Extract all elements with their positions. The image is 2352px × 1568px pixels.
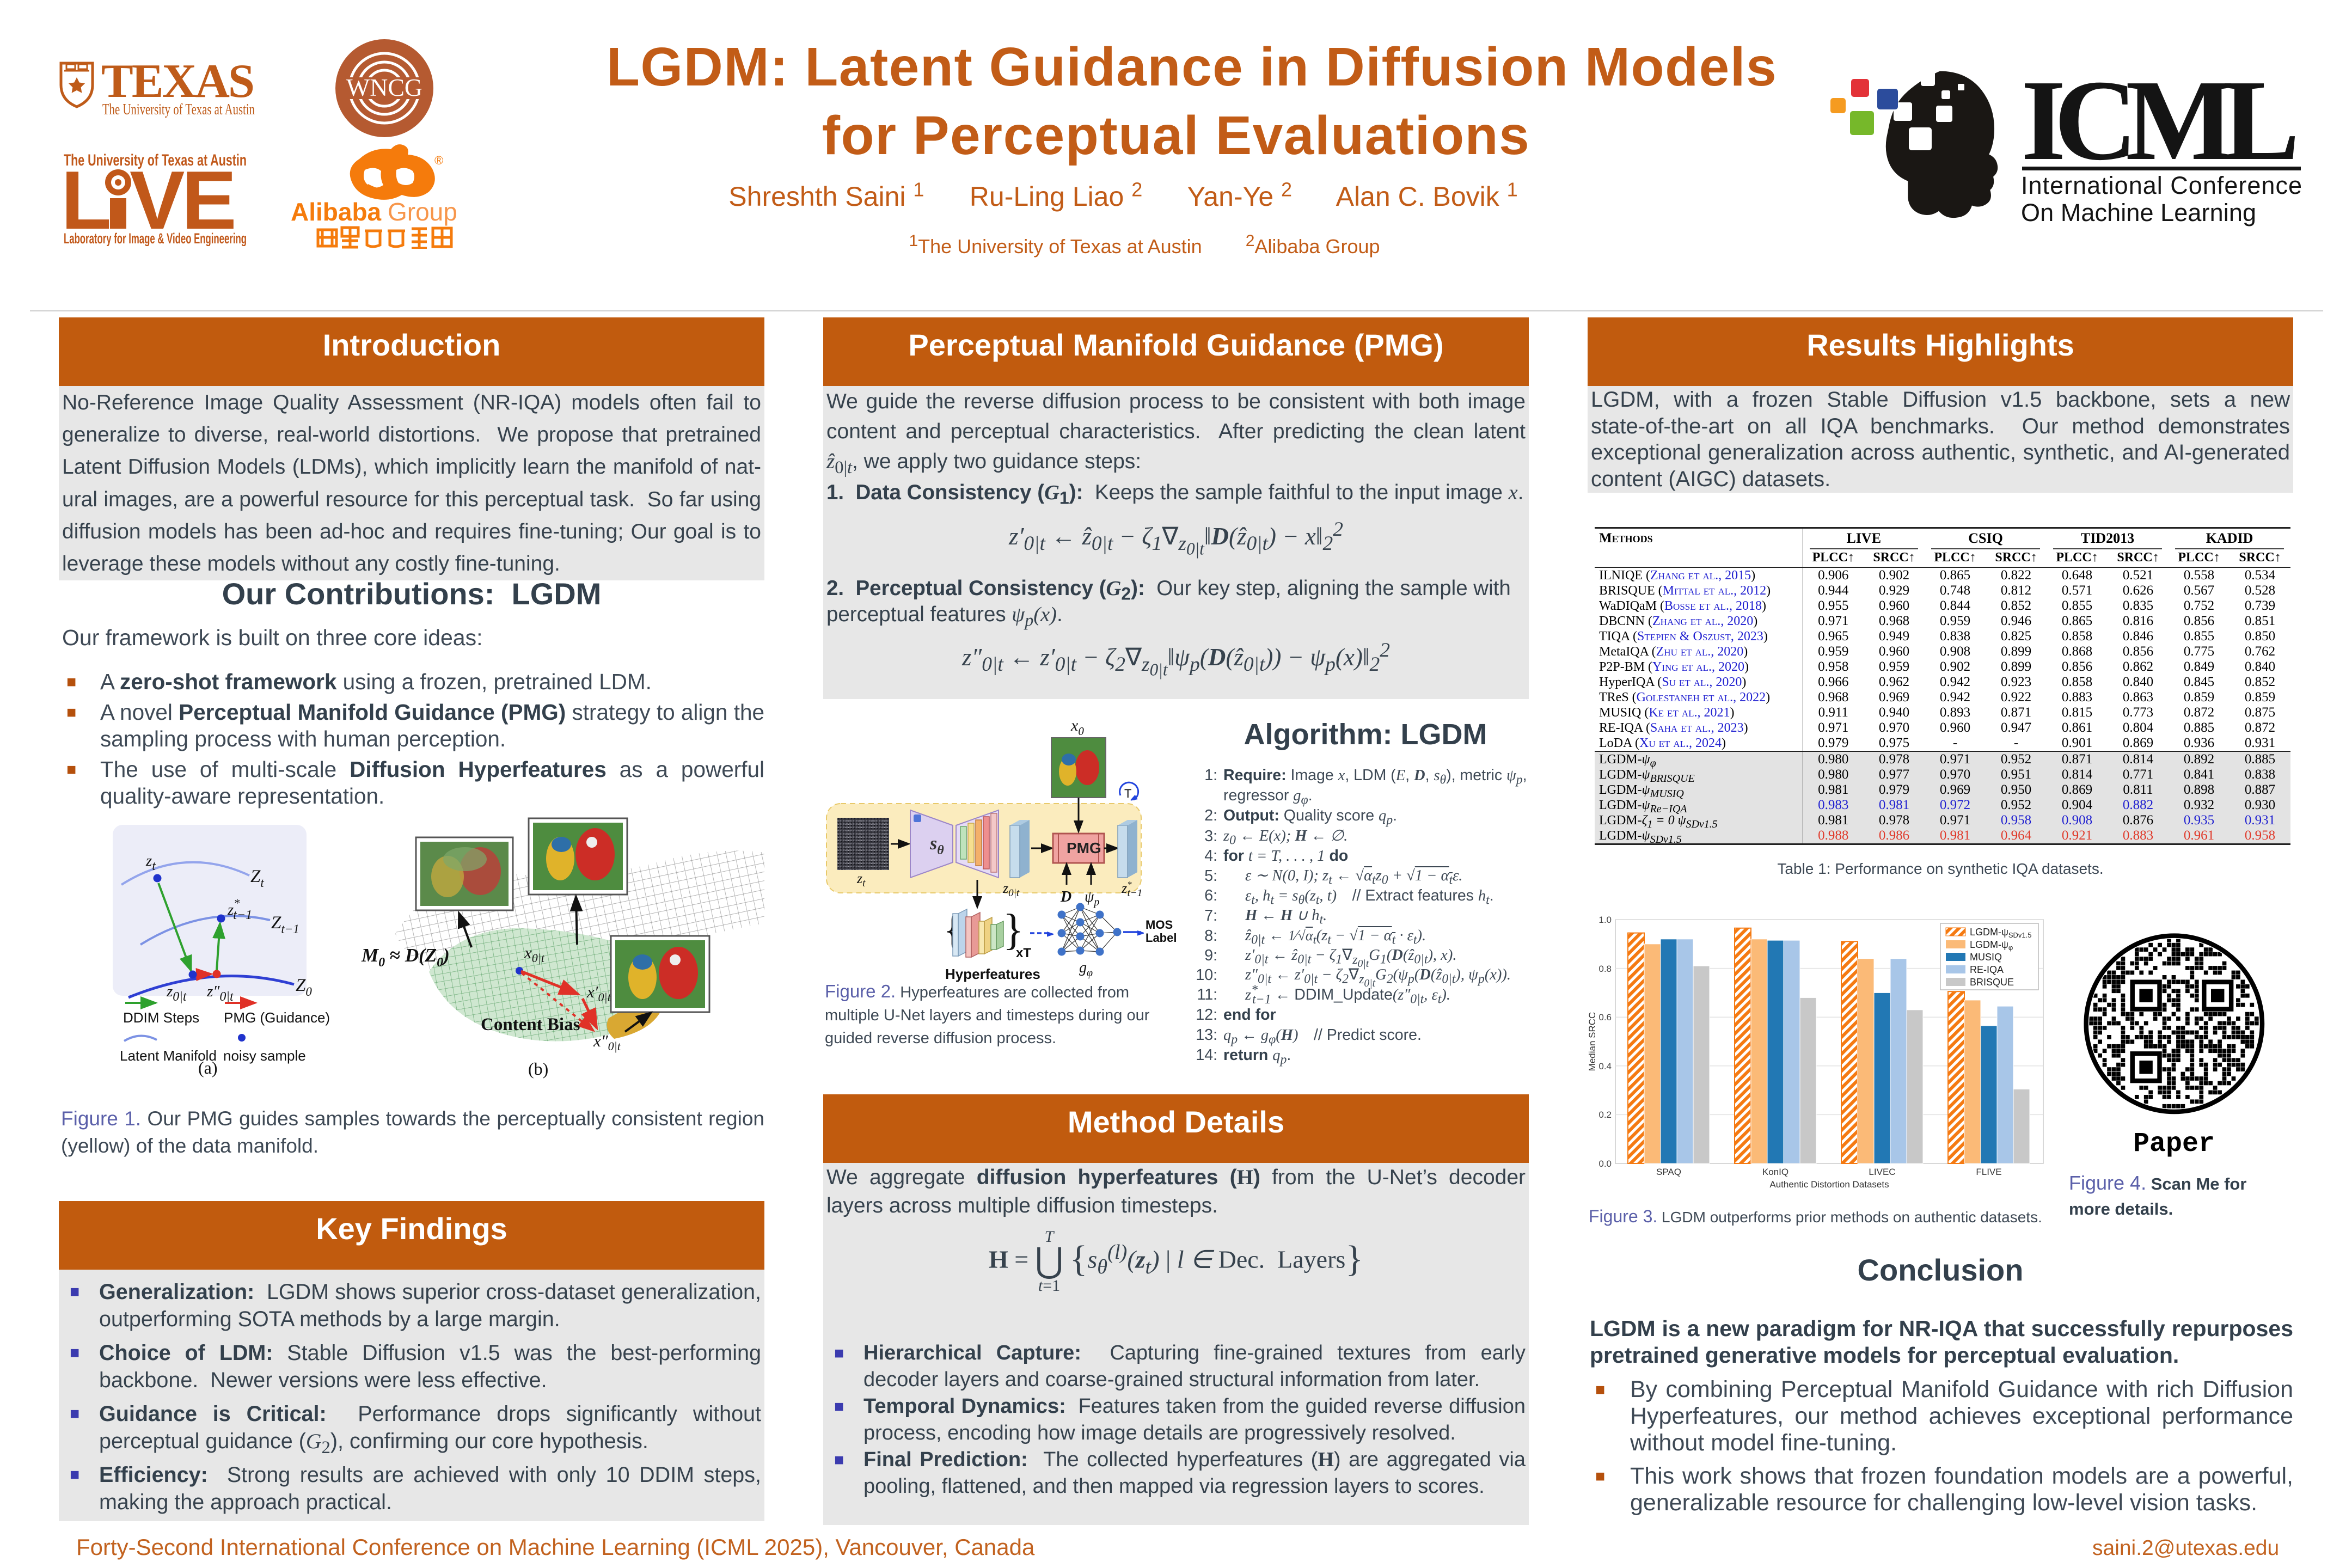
- svg-text:Hyperfeatures: Hyperfeatures: [945, 966, 1040, 982]
- svg-text:PMG (Guidance): PMG (Guidance): [224, 1009, 330, 1026]
- svg-text:SPAQ: SPAQ: [1656, 1167, 1681, 1177]
- svg-text:Alibaba: Alibaba: [291, 198, 382, 226]
- svg-text:The University of Texas at Aus: The University of Texas at Austin: [64, 151, 247, 169]
- svg-text:noisy sample: noisy sample: [223, 1048, 306, 1064]
- svg-text:The University of Texas at Aus: The University of Texas at Austin: [102, 101, 255, 118]
- svg-text:M0 ≈ D(Z0): M0 ≈ D(Z0): [361, 945, 450, 970]
- svg-text:VE: VE: [130, 154, 234, 246]
- svg-text:Content Bias: Content Bias: [481, 1015, 580, 1034]
- svg-text:ICML: ICML: [2021, 56, 2300, 184]
- svg-text:International Conference: International Conference: [2021, 171, 2302, 199]
- svg-text:L: L: [61, 154, 109, 246]
- svg-text:DDIM Steps: DDIM Steps: [123, 1009, 199, 1026]
- svg-text:0.6: 0.6: [1598, 1012, 1612, 1022]
- svg-text:MOS: MOS: [1146, 918, 1173, 932]
- svg-text:®: ®: [434, 154, 443, 167]
- svg-text:D: D: [1060, 889, 1071, 905]
- svg-text:Median SRCC: Median SRCC: [1588, 1012, 1597, 1071]
- svg-text:gφ: gφ: [1079, 959, 1093, 979]
- svg-text:KonIQ: KonIQ: [1762, 1167, 1788, 1177]
- svg-text:(a): (a): [198, 1058, 218, 1077]
- svg-text:On Machine Learning: On Machine Learning: [2021, 199, 2256, 226]
- svg-text:Zt−1: Zt−1: [271, 913, 299, 936]
- svg-text:FLIVE: FLIVE: [1976, 1167, 2001, 1177]
- svg-text:Authentic Distortion Datasets: Authentic Distortion Datasets: [1769, 1179, 1889, 1190]
- svg-text:BRISQUE: BRISQUE: [1970, 977, 2014, 988]
- svg-text:RE-IQA: RE-IQA: [1970, 964, 2004, 975]
- svg-text:0.2: 0.2: [1598, 1110, 1612, 1120]
- svg-text:Latent Manifold: Latent Manifold: [120, 1048, 217, 1064]
- svg-text:(b): (b): [528, 1059, 548, 1079]
- svg-text:Label: Label: [1146, 931, 1177, 945]
- svg-text:0.0: 0.0: [1598, 1159, 1612, 1169]
- svg-text:PMG: PMG: [1067, 840, 1101, 856]
- svg-text:1.0: 1.0: [1598, 915, 1612, 925]
- svg-text:Z0: Z0: [296, 976, 312, 999]
- svg-text:x0: x0: [1070, 719, 1084, 738]
- svg-text:Group: Group: [388, 198, 457, 226]
- svg-text:MUSIQ: MUSIQ: [1970, 952, 2002, 963]
- svg-text:}: }: [1003, 906, 1024, 954]
- svg-text:WNCG: WNCG: [346, 74, 422, 101]
- svg-text:LGDM-ψφ: LGDM-ψφ: [1970, 939, 2013, 952]
- svg-text:TEXAS: TEXAS: [101, 55, 255, 108]
- svg-text:LIVEC: LIVEC: [1869, 1167, 1895, 1177]
- svg-text:Laboratory for Image & Video E: Laboratory for Image & Video Engineering: [64, 230, 247, 246]
- svg-text:T: T: [1124, 787, 1131, 800]
- svg-text:0.4: 0.4: [1598, 1061, 1612, 1071]
- svg-text:xT: xT: [1016, 946, 1031, 960]
- svg-text:0.8: 0.8: [1598, 964, 1612, 974]
- svg-text:Paper: Paper: [2133, 1129, 2215, 1160]
